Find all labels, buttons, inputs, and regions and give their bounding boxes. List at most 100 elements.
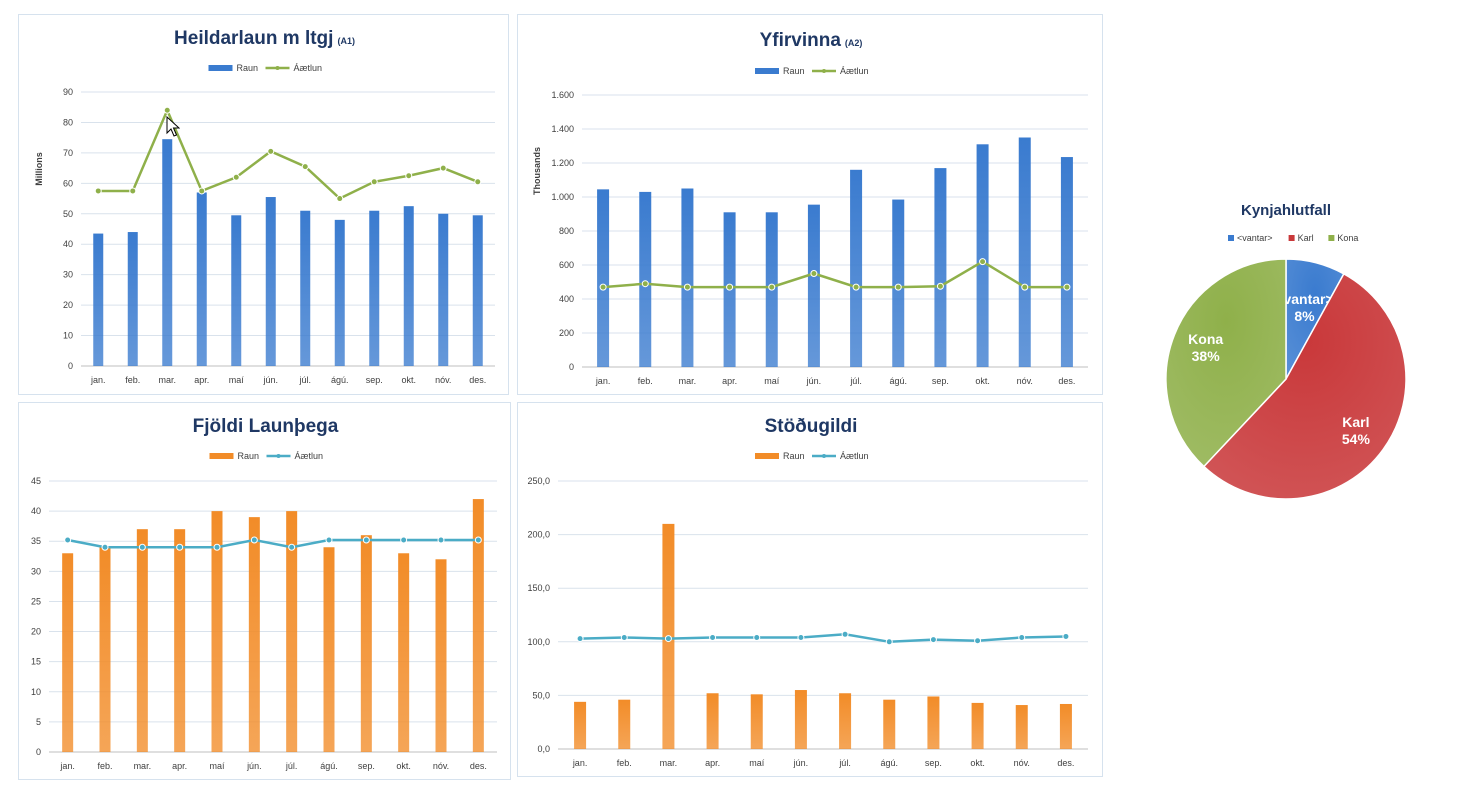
point-áætlun-maí	[768, 283, 776, 291]
x-tick-label: des.	[469, 375, 486, 385]
legend-label-áætlun: Áætlun	[295, 451, 324, 461]
y-tick-label: 35	[31, 536, 41, 546]
x-tick-label: ágú.	[331, 375, 349, 385]
point-áætlun-okt	[405, 172, 413, 180]
y-tick-label: 30	[31, 566, 41, 576]
mouse-pointer-icon	[166, 116, 180, 137]
point-áætlun-jan	[94, 187, 102, 195]
legend-swatch-raun	[208, 65, 233, 71]
x-tick-label: júl.	[298, 375, 311, 385]
chart-title-main: Yfirvinna	[760, 30, 842, 51]
chart-heildarlaun: Heildarlaun m ltgj (A1) Raun Áætlun Millions…	[18, 14, 509, 395]
bar-raun-maí	[231, 215, 242, 366]
bar-raun-jún	[794, 690, 807, 749]
y-tick-label: 0	[569, 362, 574, 372]
x-tick-label: nóv.	[1014, 758, 1030, 768]
x-tick-label: jan.	[595, 376, 611, 386]
point-áætlun-apr	[176, 543, 184, 551]
line-áætlun	[602, 260, 1067, 289]
point-áætlun-mar	[163, 106, 171, 114]
x-tick-label: des.	[1058, 376, 1075, 386]
x-tick-label: maí	[749, 758, 765, 768]
point-áætlun-apr	[198, 187, 206, 195]
x-tick-label: jan.	[572, 758, 588, 768]
bar-raun-jún	[807, 204, 820, 367]
point-áætlun-júl	[288, 543, 296, 551]
legend-swatch-kona	[1328, 235, 1335, 241]
y-tick-label: 0,0	[537, 744, 550, 754]
chart-title: Fjöldi Launþega	[193, 416, 339, 437]
chart-title: Yfirvinna (A2)	[760, 30, 863, 51]
y-tick-label: 25	[31, 596, 41, 606]
point-áætlun-jan	[599, 283, 607, 291]
x-tick-label: sep.	[925, 758, 942, 768]
bar-raun-jún	[248, 517, 260, 752]
chart-stodugildi: Stöðugildi Raun Áætlun 0,0 50,0 100,0 150,0 200…	[517, 402, 1103, 777]
chart-heildarlaun-svg: Heildarlaun m ltgj (A1) Raun Áætlun Millions…	[34, 28, 495, 385]
bar-raun-feb	[99, 547, 111, 752]
chart-kynjahlutfall: Kynjahlutfall <vantar> Karl Kona <vantar> 8% K…	[1140, 190, 1440, 510]
y-tick-label: 100,0	[527, 637, 550, 647]
point-áætlun-jún	[810, 270, 818, 277]
chart-yfirvinna: Yfirvinna (A2) Raun Áætlun Thousands 0 200 400 6…	[517, 14, 1103, 395]
line-áætlun	[98, 107, 479, 201]
bar-raun-nóv	[1018, 137, 1031, 367]
y-tick-label: 800	[559, 226, 574, 236]
bar-raun-jan	[62, 553, 74, 752]
y-tick-label: 70	[63, 148, 73, 158]
legend-swatch-vantar	[1228, 235, 1234, 241]
y-tick-label: 5	[36, 717, 41, 727]
y-tick-label: 1.600	[551, 90, 574, 100]
point-áætlun-jún	[250, 536, 258, 544]
y-tick-label: 40	[31, 506, 41, 516]
point-áætlun-júl	[841, 630, 849, 638]
bar-raun-feb	[127, 232, 138, 366]
point-áætlun-apr	[726, 283, 734, 291]
legend-label-kona: Kona	[1337, 233, 1358, 243]
bar-raun-des	[1060, 157, 1073, 367]
bar-raun-apr	[706, 693, 719, 749]
bar-raun-sep	[360, 535, 372, 752]
point-áætlun-ágú	[885, 638, 893, 646]
bar-raun-ágú	[334, 219, 345, 366]
point-áætlun-mar	[683, 283, 691, 291]
y-tick-label: 60	[63, 178, 73, 188]
legend-label-áætlun: Áætlun	[294, 63, 323, 73]
chart-fjoldi-launthega-svg: Fjöldi Launþega Raun Áætlun 0 5 10 15 20 25 30 35 4…	[31, 416, 497, 771]
x-tick-label: sep.	[366, 375, 383, 385]
bar-raun-sep	[927, 696, 940, 749]
x-tick-label: júl.	[838, 758, 851, 768]
x-tick-label: feb.	[97, 761, 112, 771]
legend-swatch-raun	[209, 453, 234, 459]
y-tick-label: 10	[63, 331, 73, 341]
point-áætlun-maí	[232, 173, 240, 181]
point-áætlun-jún	[267, 147, 275, 155]
point-áætlun-ágú	[894, 283, 902, 291]
point-áætlun-mar	[664, 635, 672, 643]
pie-label-name-karl: Karl	[1342, 414, 1369, 430]
chart-kynjahlutfall-svg: Kynjahlutfall<vantar> Karl Kona<vantar>8%K…	[1165, 202, 1407, 500]
x-tick-label: apr.	[194, 375, 209, 385]
bar-raun-jan	[574, 701, 587, 749]
bar-raun-okt	[403, 206, 414, 366]
point-áætlun-apr	[709, 634, 717, 642]
pie-slice-karl	[1202, 272, 1407, 500]
pie-label-name-kona: Kona	[1188, 331, 1223, 347]
point-áætlun-jún	[797, 634, 805, 642]
x-tick-label: jún.	[806, 376, 822, 386]
bar-raun-ágú	[892, 199, 905, 367]
x-tick-label: feb.	[125, 375, 140, 385]
point-áætlun-sep	[370, 178, 378, 186]
bar-raun-mar	[681, 188, 694, 367]
chart-fjoldi-launthega: Fjöldi Launþega Raun Áætlun 0 5 10 15 20 25 30 35 4…	[18, 402, 511, 780]
bar-raun-maí	[211, 511, 223, 752]
x-tick-label: maí	[209, 761, 225, 771]
legend-label-raun: Raun	[238, 451, 260, 461]
point-áætlun-nóv	[437, 536, 445, 544]
point-áætlun-feb	[129, 187, 137, 195]
bar-raun-nóv	[438, 213, 449, 366]
bar-raun-des	[1059, 703, 1072, 749]
chart-legend: Raun Áætlun	[755, 66, 869, 76]
bar-raun-júl	[839, 693, 852, 749]
x-tick-label: okt.	[970, 758, 985, 768]
